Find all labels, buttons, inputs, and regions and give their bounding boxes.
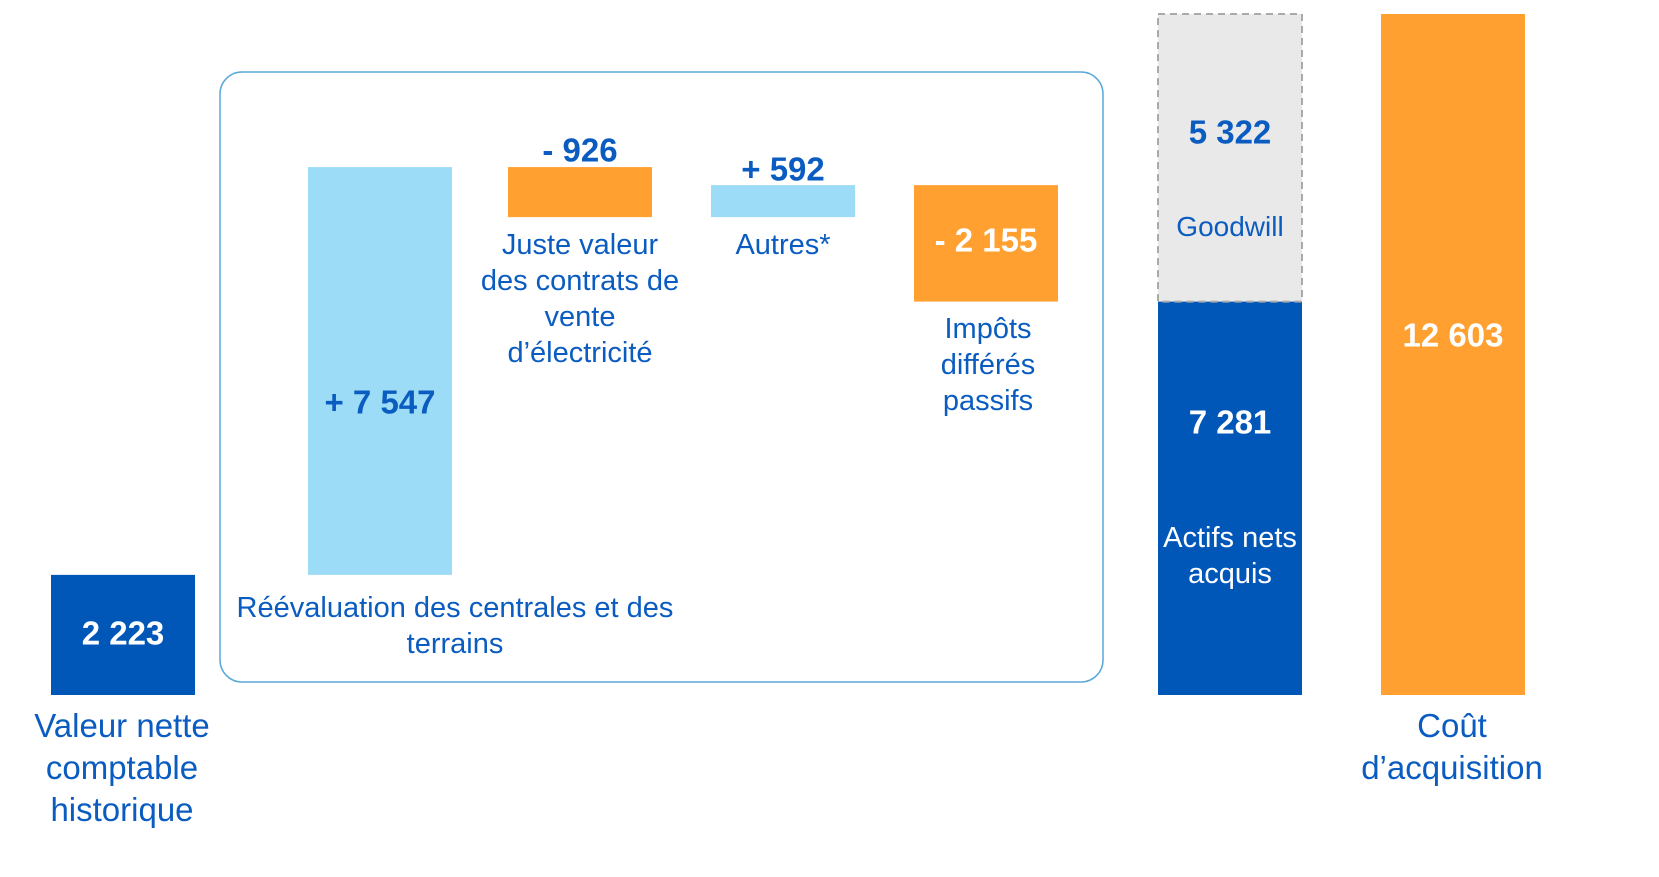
bar	[308, 167, 452, 575]
category-label: Coût d’acquisition	[1361, 707, 1543, 786]
bar	[1381, 14, 1525, 695]
value-label: - 2 155	[935, 222, 1038, 259]
bar	[711, 185, 855, 218]
bar	[914, 185, 1058, 302]
value-label: 12 603	[1403, 317, 1504, 354]
category-label: Juste valeur des contrats de vente d’éle…	[480, 229, 680, 369]
category-label: Goodwill	[1176, 211, 1284, 242]
group-frame	[219, 71, 1104, 683]
category-label: Réévaluation des centrales et des terrai…	[236, 592, 674, 660]
value-label: 7 281	[1189, 404, 1272, 441]
bar	[1158, 301, 1302, 695]
bar	[508, 167, 652, 218]
value-label: 5 322	[1189, 114, 1272, 151]
category-label: Valeur nette comptable historique	[34, 707, 210, 828]
value-label: + 7 547	[324, 384, 435, 421]
category-label: Autres*	[735, 229, 831, 261]
value-label: 2 223	[82, 615, 165, 652]
bar	[51, 574, 195, 695]
value-label: - 926	[542, 132, 617, 169]
value-label: + 592	[741, 151, 825, 188]
bar	[1157, 13, 1303, 303]
category-label: Impôts différés passifs	[940, 313, 1036, 417]
category-label: Actifs nets acquis	[1163, 522, 1297, 590]
